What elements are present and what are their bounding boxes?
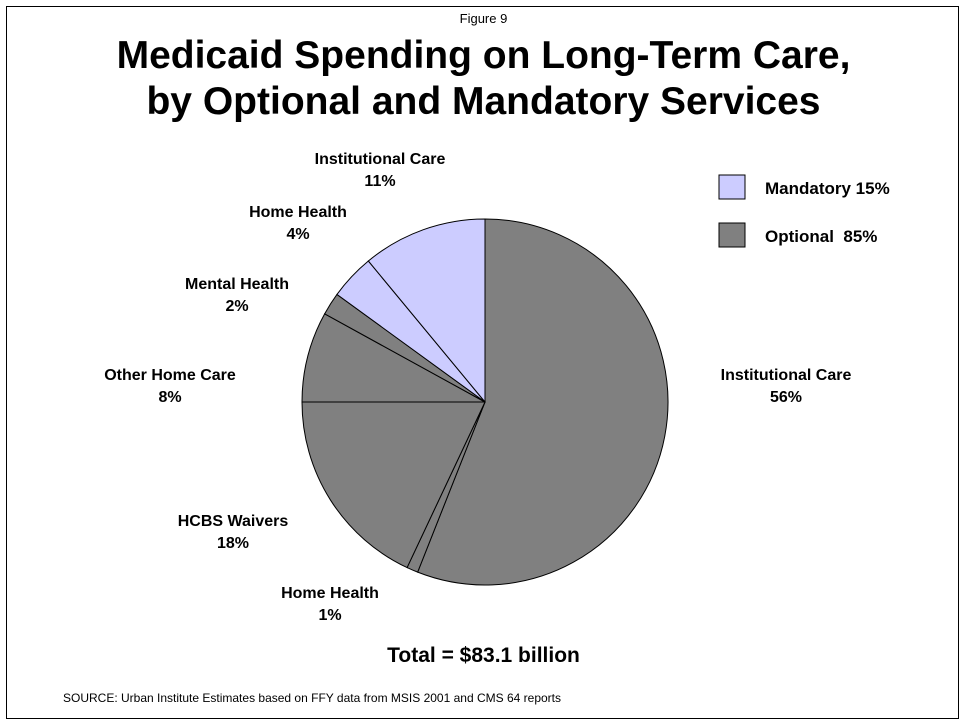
legend-label-optional: Optional 85% xyxy=(765,227,877,246)
legend-swatch-mandatory xyxy=(718,174,746,200)
legend-swatch-optional xyxy=(718,222,746,248)
chart-title: Medicaid Spending on Long-Term Care, by … xyxy=(7,33,960,125)
slice-label-percent: 2% xyxy=(225,298,248,315)
legend-label-mandatory: Mandatory 15% xyxy=(765,179,890,198)
slice-label-percent: 8% xyxy=(158,389,181,406)
slice-label-name: Mental Health xyxy=(185,276,289,293)
pie-slice-other-home-care-optional xyxy=(301,313,486,403)
slice-label-name: Other Home Care xyxy=(104,367,236,384)
slice-label-percent: 11% xyxy=(364,173,395,190)
chart-slide: Figure 9 Medicaid Spending on Long-Term … xyxy=(6,6,959,719)
slice-label-percent: 56% xyxy=(770,389,802,406)
slice-label-name: Home Health xyxy=(281,585,379,602)
source-note: SOURCE: Urban Institute Estimates based … xyxy=(63,691,561,705)
slice-label-name: HCBS Waivers xyxy=(178,513,289,530)
pie-slice-hcbs-waivers-optional xyxy=(301,401,486,569)
chart-title-line-2: by Optional and Mandatory Services xyxy=(146,80,821,123)
slice-label-name: Home Health xyxy=(249,204,347,221)
pie-chart: Institutional Care 56% Home Health 1% HCBS W… xyxy=(104,151,890,624)
slice-label-name: Institutional Care xyxy=(721,367,852,384)
slice-label-percent: 18% xyxy=(217,535,249,552)
pie-slices xyxy=(301,218,669,586)
slice-label-name: Institutional Care xyxy=(315,151,446,168)
slice-label-percent: 4% xyxy=(286,226,309,243)
pie-labels: Institutional Care 56% Home Health 1% HCBS W… xyxy=(104,151,851,624)
total-label: Total = $83.1 billion xyxy=(387,644,580,667)
legend: Mandatory 15% Optional 85% xyxy=(718,174,890,248)
slice-label-percent: 1% xyxy=(318,607,341,624)
pie-slice-institutional-care-optional xyxy=(416,218,669,586)
figure-label: Figure 9 xyxy=(459,11,508,26)
chart-title-line-1: Medicaid Spending on Long-Term Care, xyxy=(116,34,851,77)
pie-slice-institutional-care-mandatory xyxy=(367,218,486,404)
